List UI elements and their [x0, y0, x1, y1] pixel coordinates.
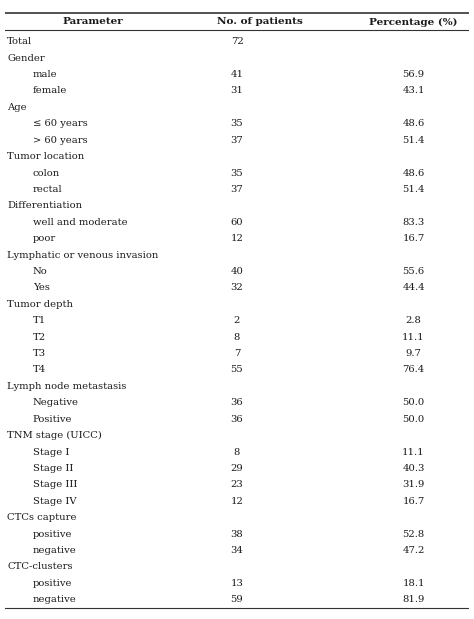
Text: No. of patients: No. of patients: [218, 17, 303, 27]
Text: poor: poor: [33, 234, 56, 243]
Text: 11.1: 11.1: [402, 448, 425, 457]
Text: 8: 8: [234, 332, 240, 342]
Text: negative: negative: [33, 595, 76, 604]
Text: Yes: Yes: [33, 284, 49, 292]
Text: 37: 37: [231, 136, 243, 145]
Text: 34: 34: [230, 546, 244, 555]
Text: 60: 60: [231, 218, 243, 227]
Text: 51.4: 51.4: [402, 185, 425, 194]
Text: 55.6: 55.6: [402, 267, 425, 276]
Text: 7: 7: [234, 349, 240, 358]
Text: 81.9: 81.9: [402, 595, 425, 604]
Text: Positive: Positive: [33, 415, 72, 423]
Text: 31: 31: [230, 87, 244, 95]
Text: 40.3: 40.3: [402, 464, 425, 473]
Text: 56.9: 56.9: [402, 70, 425, 79]
Text: colon: colon: [33, 168, 60, 178]
Text: Stage II: Stage II: [33, 464, 73, 473]
Text: 23: 23: [231, 480, 243, 490]
Text: 37: 37: [231, 185, 243, 194]
Text: 18.1: 18.1: [402, 579, 425, 588]
Text: negative: negative: [33, 546, 76, 555]
Text: female: female: [33, 87, 67, 95]
Text: CTCs capture: CTCs capture: [7, 513, 77, 522]
Text: 59: 59: [231, 595, 243, 604]
Text: 12: 12: [230, 497, 244, 506]
Text: 40: 40: [230, 267, 244, 276]
Text: 35: 35: [231, 119, 243, 128]
Text: 36: 36: [231, 398, 243, 407]
Text: 2.8: 2.8: [406, 316, 421, 325]
Text: 38: 38: [231, 530, 243, 539]
Text: Lymph node metastasis: Lymph node metastasis: [7, 382, 127, 391]
Text: Stage III: Stage III: [33, 480, 77, 490]
Text: Gender: Gender: [7, 54, 45, 63]
Text: 72: 72: [231, 37, 243, 46]
Text: T2: T2: [33, 332, 46, 342]
Text: CTC-clusters: CTC-clusters: [7, 563, 73, 571]
Text: 32: 32: [231, 284, 243, 292]
Text: 76.4: 76.4: [402, 365, 425, 374]
Text: 31.9: 31.9: [402, 480, 425, 490]
Text: Negative: Negative: [33, 398, 79, 407]
Text: 43.1: 43.1: [402, 87, 425, 95]
Text: TNM stage (UICC): TNM stage (UICC): [7, 431, 102, 440]
Text: 41: 41: [230, 70, 244, 79]
Text: 12: 12: [230, 234, 244, 243]
Text: 16.7: 16.7: [402, 497, 425, 506]
Text: 44.4: 44.4: [402, 284, 425, 292]
Text: No: No: [33, 267, 47, 276]
Text: well and moderate: well and moderate: [33, 218, 127, 227]
Text: T1: T1: [33, 316, 46, 325]
Text: 50.0: 50.0: [402, 398, 425, 407]
Text: 48.6: 48.6: [402, 168, 425, 178]
Text: > 60 years: > 60 years: [33, 136, 87, 145]
Text: 35: 35: [231, 168, 243, 178]
Text: 16.7: 16.7: [402, 234, 425, 243]
Text: Total: Total: [7, 37, 32, 46]
Text: 47.2: 47.2: [402, 546, 425, 555]
Text: 55: 55: [231, 365, 243, 374]
Text: Tumor depth: Tumor depth: [7, 300, 73, 309]
Text: 36: 36: [231, 415, 243, 423]
Text: Percentage (%): Percentage (%): [369, 17, 458, 27]
Text: male: male: [33, 70, 57, 79]
Text: 48.6: 48.6: [402, 119, 425, 128]
Text: positive: positive: [33, 579, 72, 588]
Text: Lymphatic or venous invasion: Lymphatic or venous invasion: [7, 251, 158, 259]
Text: 9.7: 9.7: [406, 349, 421, 358]
Text: 29: 29: [231, 464, 243, 473]
Text: Parameter: Parameter: [63, 17, 123, 27]
Text: T3: T3: [33, 349, 46, 358]
Text: rectal: rectal: [33, 185, 62, 194]
Text: 2: 2: [234, 316, 240, 325]
Text: 11.1: 11.1: [402, 332, 425, 342]
Text: Differentiation: Differentiation: [7, 201, 82, 210]
Text: Stage I: Stage I: [33, 448, 69, 457]
Text: Tumor location: Tumor location: [7, 152, 84, 161]
Text: ≤ 60 years: ≤ 60 years: [33, 119, 87, 128]
Text: Stage IV: Stage IV: [33, 497, 76, 506]
Text: 13: 13: [230, 579, 244, 588]
Text: 52.8: 52.8: [402, 530, 425, 539]
Text: T4: T4: [33, 365, 46, 374]
Text: 50.0: 50.0: [402, 415, 425, 423]
Text: 8: 8: [234, 448, 240, 457]
Text: Age: Age: [7, 103, 27, 112]
Text: 83.3: 83.3: [402, 218, 425, 227]
Text: positive: positive: [33, 530, 72, 539]
Text: 51.4: 51.4: [402, 136, 425, 145]
